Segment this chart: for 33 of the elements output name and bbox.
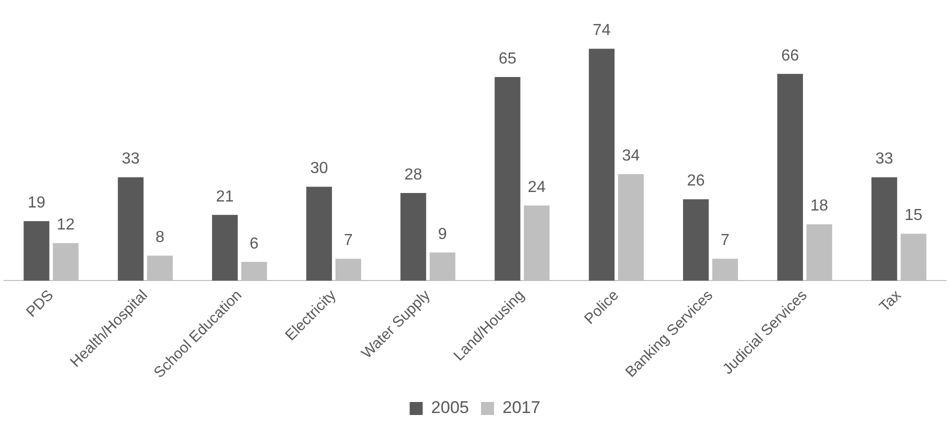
data-label: 15	[904, 207, 922, 224]
legend-label: 2017	[502, 398, 540, 418]
data-label: 66	[781, 47, 800, 64]
data-label: 19	[28, 194, 46, 212]
bar	[118, 177, 144, 281]
data-label: 7	[720, 232, 730, 250]
data-label: 24	[528, 178, 546, 196]
bar	[683, 199, 709, 281]
data-label: 33	[875, 150, 894, 168]
x-tick-label: Tax	[876, 286, 906, 316]
bar	[871, 177, 898, 281]
data-label: 34	[622, 148, 640, 165]
data-label: 9	[438, 226, 448, 243]
bar	[306, 186, 332, 281]
bar	[494, 77, 520, 281]
bar	[777, 74, 803, 281]
bar	[588, 48, 615, 281]
data-label: 28	[404, 166, 422, 184]
data-label: 26	[687, 172, 705, 190]
bar	[212, 214, 238, 281]
data-label: 74	[592, 22, 611, 40]
data-label: 8	[155, 229, 164, 246]
legend-label: 2005	[431, 398, 470, 418]
bar	[400, 192, 426, 281]
data-label: 12	[56, 216, 75, 234]
data-label: 7	[344, 232, 353, 250]
data-label: 33	[122, 150, 140, 168]
data-label: 30	[310, 160, 328, 178]
bar	[24, 221, 50, 281]
data-label: 21	[216, 188, 234, 206]
data-label: 6	[250, 235, 259, 252]
data-label: 65	[498, 50, 516, 68]
data-label: 18	[810, 198, 828, 215]
